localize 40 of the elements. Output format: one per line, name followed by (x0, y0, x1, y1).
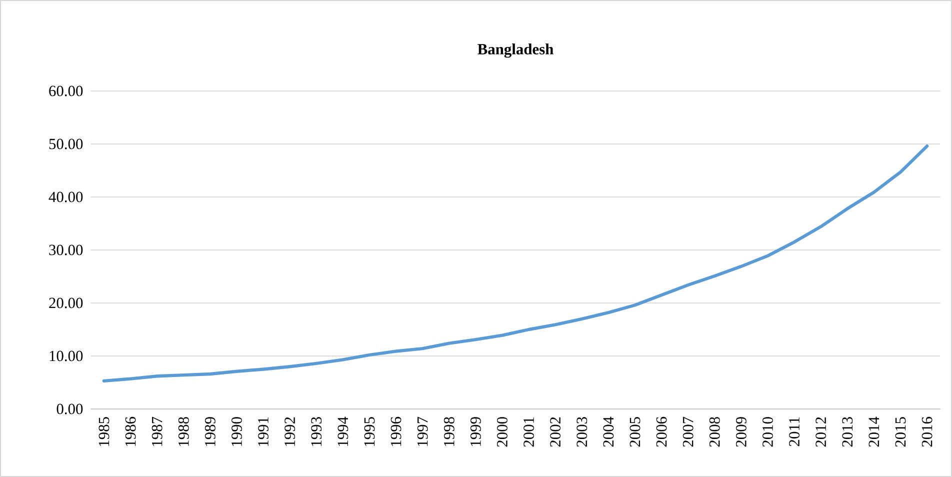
x-tick-label: 1997 (417, 416, 428, 446)
x-tick-label: 1994 (338, 416, 348, 446)
x-tick-label: 2010 (762, 417, 773, 447)
x-tick-label: 2003 (576, 417, 588, 447)
x-tick-label: 1985 (98, 417, 110, 446)
y-tick-label: 60.00 (49, 86, 83, 96)
x-tick-label: 2000 (497, 417, 508, 447)
x-tick-label: 1998 (444, 417, 454, 446)
x-tick-label: 2012 (816, 417, 826, 447)
y-tick-label: 10.00 (50, 350, 83, 362)
x-tick-label: 2004 (603, 416, 614, 447)
y-tick-label: 50.00 (49, 138, 83, 150)
x-tick-label: 2006 (656, 416, 667, 447)
x-tick-label: 1996 (390, 416, 402, 446)
x-tick-label: 2014 (868, 416, 880, 447)
x-tick-label: 1986 (125, 416, 136, 446)
y-tick-label: 0.00 (56, 404, 83, 414)
y-tick-label: 20.00 (49, 298, 83, 308)
x-tick-label: 1995 (364, 417, 375, 446)
x-tick-label: 1990 (232, 417, 242, 446)
x-tick-label: 1993 (311, 417, 322, 446)
x-tick-label: 2009 (736, 417, 746, 447)
x-tick-label: 2007 (682, 416, 694, 447)
x-tick-label: 2002 (550, 417, 561, 447)
x-tick-label: 1991 (258, 417, 268, 446)
x-tick-label: 1989 (204, 417, 216, 446)
y-tick-label: 30.00 (49, 244, 83, 256)
x-tick-label: 2001 (524, 417, 534, 447)
x-tick-label: 2016 (922, 416, 932, 447)
x-tick-label: 1988 (178, 417, 189, 446)
x-tick-label: 1992 (284, 417, 296, 446)
x-tick-label: 2005 (630, 417, 640, 447)
x-tick-label: 1999 (470, 417, 481, 446)
x-tick-label: 2008 (709, 417, 720, 447)
x-tick-label: 2011 (789, 417, 800, 446)
x-tick-label: 1987 (152, 416, 162, 446)
x-tick-label: 2013 (842, 417, 853, 447)
y-tick-label: 40.00 (48, 192, 83, 202)
x-tick-label: 2015 (895, 417, 906, 447)
chart-title: Bangladesh (478, 44, 554, 58)
